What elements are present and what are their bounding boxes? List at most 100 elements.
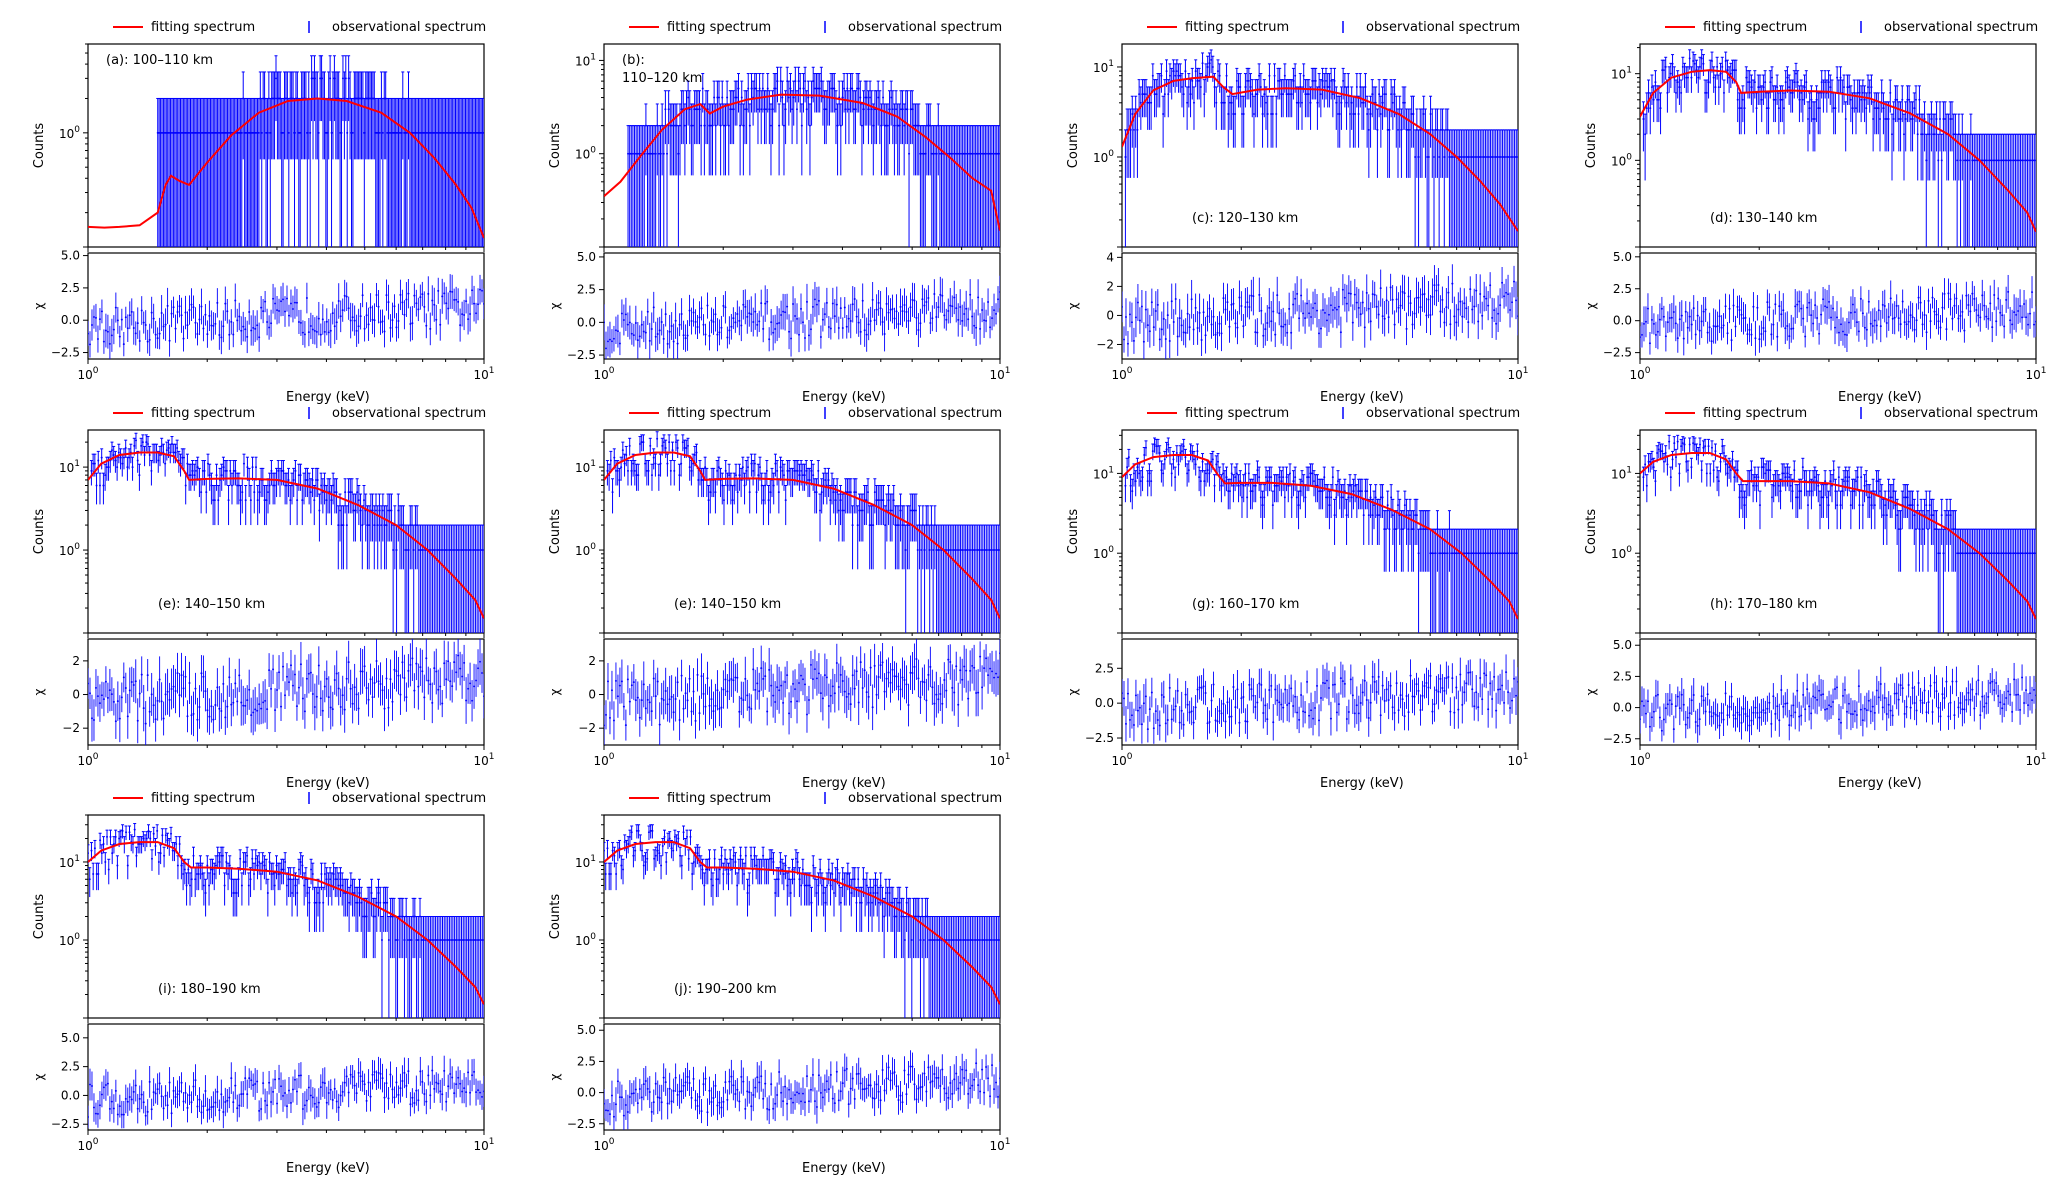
obs-point [1489, 155, 1492, 158]
residual-point [632, 334, 635, 337]
y-axis-label-counts: Counts [1584, 123, 1599, 169]
residual-point [889, 308, 892, 311]
residual-point [662, 337, 665, 340]
obs-point [1283, 74, 1286, 77]
residual-point [1345, 302, 1348, 305]
residual-point [997, 298, 1000, 301]
y-ticks: 100 [59, 43, 88, 248]
obs-point [1328, 85, 1331, 88]
residual-point [1435, 289, 1438, 292]
residual-point [1758, 338, 1761, 341]
panel-c: fitting spectrum observational spectrumCo… [1066, 20, 1529, 405]
obs-point [1818, 107, 1821, 110]
residual-point [724, 306, 727, 309]
residual-point [1403, 292, 1406, 295]
residual-point [905, 310, 908, 313]
obs-point [940, 152, 943, 155]
obs-point [1364, 85, 1367, 88]
obs-point [381, 131, 384, 134]
residual-point [1816, 316, 1819, 319]
obs-point [246, 131, 249, 134]
obs-point [1388, 128, 1391, 131]
residual-point [1867, 300, 1870, 303]
residual-point [323, 330, 326, 333]
obs-point [1172, 70, 1175, 73]
obs-point [1758, 86, 1761, 89]
legend: fitting spectrum observational spectrum [113, 20, 486, 35]
obs-point [458, 131, 461, 134]
obs-point [128, 456, 131, 459]
obs-point [138, 474, 141, 477]
obs-point [454, 131, 457, 134]
obs-point [916, 124, 919, 127]
obs-point [202, 131, 205, 134]
obs-point [1788, 86, 1791, 89]
obs-point [424, 131, 427, 134]
obs-point [1644, 133, 1647, 136]
obs-point [841, 96, 844, 99]
obs-point [1693, 62, 1696, 65]
residual-point [1294, 297, 1297, 300]
obs-point [1757, 86, 1760, 89]
obs-point [213, 131, 216, 134]
obs-point [747, 87, 750, 90]
obs-point [451, 131, 454, 134]
obs-point [343, 97, 346, 100]
residual-point [821, 318, 824, 321]
obs-point [823, 108, 826, 111]
residual-point [1875, 324, 1878, 327]
residual-point [1806, 306, 1809, 309]
obs-point [251, 466, 254, 469]
obs-point [1402, 101, 1405, 104]
obs-point [195, 131, 198, 134]
residual-tick-label: 5.0 [61, 249, 80, 263]
obs-point [1460, 155, 1463, 158]
residual-point [415, 302, 418, 305]
obs-point [1964, 159, 1967, 162]
legend-fit-label: fitting spectrum [1703, 20, 1807, 35]
residual-point [140, 309, 143, 312]
obs-point [1866, 86, 1869, 89]
obs-point [1681, 65, 1684, 68]
residual-point [606, 340, 609, 343]
obs-point [165, 131, 168, 134]
obs-point [1875, 107, 1878, 110]
obs-point [330, 131, 333, 134]
obs-point [1198, 79, 1201, 82]
obs-point [176, 131, 179, 134]
obs-point [1942, 117, 1945, 120]
residual-point [1300, 294, 1303, 297]
obs-point [776, 80, 779, 83]
residual-point [1808, 301, 1811, 304]
obs-point [225, 131, 228, 134]
residual-series [1122, 264, 1518, 359]
obs-point [1448, 155, 1451, 158]
obs-point [1194, 70, 1197, 73]
residual-point [1897, 317, 1900, 320]
residual-point [883, 332, 886, 335]
obs-point [1913, 107, 1916, 110]
obs-point [243, 131, 246, 134]
obs-point [1995, 159, 1998, 162]
residual-point [666, 342, 669, 345]
obs-point [679, 124, 682, 127]
residual-point [1690, 323, 1693, 326]
obs-point [867, 108, 870, 111]
residual-point [473, 302, 476, 305]
obs-point [1348, 113, 1351, 116]
residual-point [1893, 316, 1896, 319]
residual-point [351, 316, 354, 319]
residual-point [240, 329, 243, 332]
residual-tick-label: 2.5 [1613, 282, 1632, 296]
residual-tick-label: −2.5 [567, 348, 596, 362]
residual-point [315, 330, 318, 333]
residual-point [1467, 321, 1470, 324]
obs-point [1642, 117, 1645, 120]
residual-point [1463, 302, 1466, 305]
obs-point [1858, 91, 1861, 94]
residual-point [1475, 289, 1478, 292]
obs-point [651, 152, 654, 155]
obs-point [411, 131, 414, 134]
obs-point [1474, 155, 1477, 158]
obs-point [1362, 101, 1365, 104]
